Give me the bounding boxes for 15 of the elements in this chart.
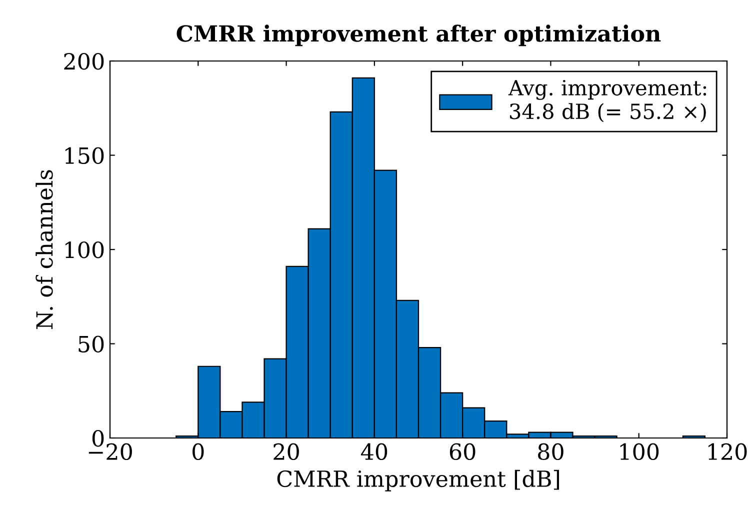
x-tick-label: 40 <box>360 443 388 460</box>
x-axis-title: CMRR improvement [dB] <box>277 470 559 492</box>
y-tick-label: 100 <box>65 241 104 258</box>
x-tick-label: 60 <box>450 443 476 460</box>
x-tick-label: 120 <box>708 443 747 460</box>
legend-label: Avg. improvement: 34.8 dB (= 55.2 ×) <box>508 80 706 122</box>
x-tick-label: 100 <box>620 443 659 460</box>
x-tick-label: 80 <box>538 443 564 460</box>
y-axis-title: N. of channels <box>36 170 53 329</box>
y-tick-label: 200 <box>64 52 104 70</box>
y-tick-label: 150 <box>65 147 104 164</box>
x-tick-label: 0 <box>192 443 204 460</box>
y-tick-label: 50 <box>78 336 104 353</box>
chart-title: CMRR improvement after optimization <box>176 24 661 46</box>
x-tick-label: 20 <box>274 443 299 460</box>
